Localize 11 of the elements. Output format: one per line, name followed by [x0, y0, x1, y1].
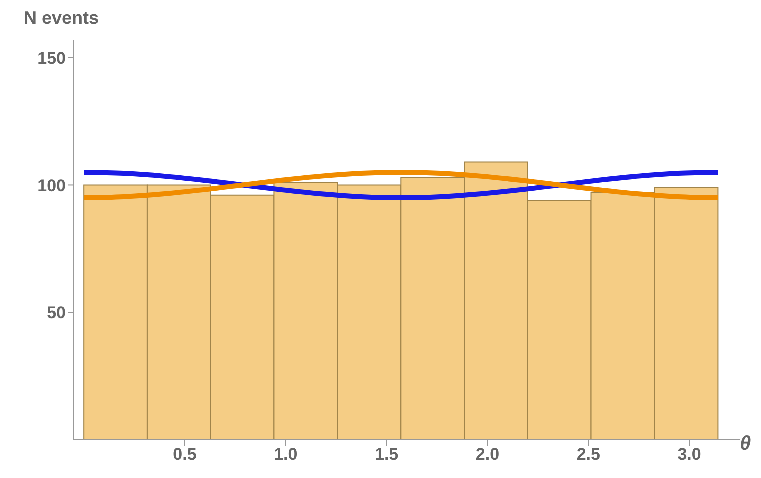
x-tick-label: 1.5: [375, 445, 399, 464]
y-axis-title: N events: [24, 8, 100, 29]
x-tick-label: 0.5: [173, 445, 197, 464]
x-tick-label: 1.0: [274, 445, 298, 464]
x-tick-label: 2.5: [576, 445, 600, 464]
x-axis-title: θ: [740, 433, 752, 456]
y-tick-label: 50: [47, 304, 66, 323]
y-tick-label: 150: [38, 48, 66, 68]
y-tick-label: 100: [38, 176, 66, 196]
x-tick-label: 3.0: [678, 445, 702, 464]
x-tick-label: 2.0: [476, 445, 500, 464]
